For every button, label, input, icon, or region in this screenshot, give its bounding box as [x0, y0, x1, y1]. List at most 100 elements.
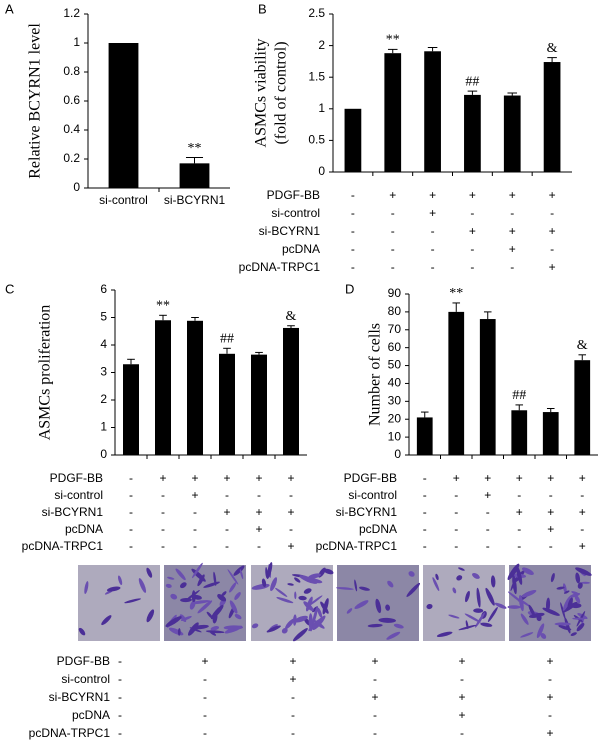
cell — [563, 590, 570, 594]
significance-mark: ** — [188, 141, 202, 156]
cell — [494, 602, 507, 609]
cell — [473, 608, 484, 613]
cell — [306, 578, 323, 584]
cell — [266, 625, 281, 633]
cell — [312, 606, 318, 625]
significance-mark: & — [286, 309, 297, 324]
cell — [336, 587, 354, 590]
error-bar — [191, 317, 199, 321]
condition-sign: + — [458, 690, 465, 704]
cell — [378, 617, 396, 623]
cell — [354, 579, 358, 592]
y-tick-label: 0 — [394, 447, 401, 461]
cell — [292, 628, 308, 642]
significance-mark: & — [547, 41, 558, 56]
cell — [234, 592, 241, 600]
cell — [536, 623, 545, 639]
significance-mark: ** — [386, 33, 400, 48]
condition-sign: - — [289, 488, 293, 502]
cell — [179, 582, 187, 589]
cell — [167, 576, 175, 580]
y-tick-label: 30 — [388, 394, 402, 408]
condition-sign: - — [549, 488, 553, 502]
bar — [219, 353, 235, 455]
cell — [305, 596, 313, 612]
cell — [203, 581, 220, 588]
condition-sign: - — [118, 654, 122, 668]
condition-sign: - — [510, 260, 514, 274]
condition-sign: - — [460, 726, 464, 740]
y-tick-label: 90 — [388, 286, 402, 300]
cell — [408, 571, 415, 577]
cell — [406, 582, 421, 597]
cell — [570, 632, 577, 636]
y-tick-label: 10 — [388, 429, 402, 443]
y-axis-label: Number of cells — [367, 323, 384, 426]
condition-sign: + — [547, 522, 554, 536]
cell — [285, 618, 295, 630]
bar — [448, 311, 465, 455]
condition-sign: - — [351, 206, 355, 220]
cell — [359, 586, 370, 591]
condition-label: si-control — [348, 488, 397, 502]
condition-sign: + — [287, 471, 294, 485]
condition-sign: - — [423, 522, 427, 536]
condition-label: pcDNA — [65, 522, 103, 536]
cell — [117, 575, 123, 586]
cell — [223, 625, 244, 630]
cell — [180, 597, 192, 603]
cell — [188, 622, 199, 636]
y-tick-label: 6 — [100, 282, 107, 296]
error-bar — [287, 325, 295, 328]
bar — [574, 360, 591, 455]
cell — [574, 595, 581, 604]
bar — [283, 327, 299, 455]
y-axis-label: (fold of control) — [273, 41, 290, 144]
cell — [577, 582, 583, 589]
cell — [572, 617, 586, 620]
x-tick-label: si-BCYRN1 — [164, 193, 226, 207]
y-tick-label: 0 — [100, 447, 107, 461]
condition-sign: - — [351, 188, 355, 202]
condition-sign: - — [129, 539, 133, 553]
bar — [179, 163, 210, 188]
condition-sign: + — [579, 539, 586, 553]
cell — [197, 600, 213, 614]
condition-sign: + — [547, 471, 554, 485]
condition-sign: + — [469, 224, 476, 238]
bar — [424, 51, 441, 173]
y-tick-label: 0.5 — [308, 133, 325, 147]
y-axis-label: Relative BCYRN1 level — [27, 23, 44, 179]
condition-sign: - — [423, 539, 427, 553]
condition-sign: + — [547, 505, 554, 519]
cell — [308, 613, 313, 632]
cell — [567, 597, 573, 611]
condition-sign: - — [431, 260, 435, 274]
y-tick-label: 4 — [100, 337, 107, 351]
bar — [344, 108, 362, 172]
condition-sign: - — [291, 708, 295, 722]
cell — [354, 600, 369, 609]
cell — [562, 583, 567, 594]
cell — [512, 574, 517, 595]
bar — [108, 43, 139, 188]
condition-sign: + — [546, 726, 553, 740]
cell — [308, 573, 321, 579]
condition-label: PDGF-BB — [267, 188, 320, 202]
cell — [528, 604, 536, 617]
significance-mark: ** — [449, 286, 463, 301]
error-bar — [515, 404, 524, 411]
error-bar — [427, 46, 438, 52]
condition-sign: + — [453, 471, 460, 485]
y-tick-label: 1 — [100, 420, 107, 434]
y-axis-label: ASMCs viability — [253, 39, 270, 148]
condition-sign: + — [546, 690, 553, 704]
condition-sign: + — [255, 505, 262, 519]
cell — [138, 578, 147, 593]
condition-sign: + — [579, 505, 586, 519]
condition-sign: - — [291, 690, 295, 704]
condition-sign: + — [509, 242, 516, 256]
cell — [387, 580, 394, 588]
y-tick-label: 70 — [388, 322, 402, 336]
condition-sign: + — [549, 224, 556, 238]
